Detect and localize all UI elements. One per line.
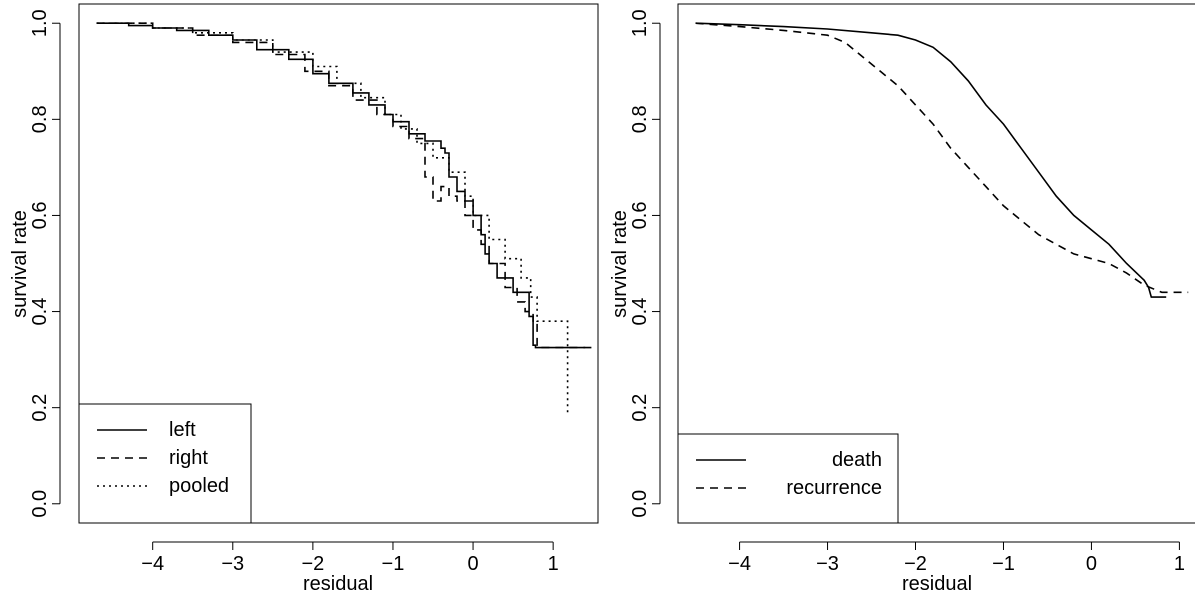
x-axis: −4 −3 −2 −1 0 1 — [728, 541, 1185, 575]
y-tick-label: 0.0 — [29, 490, 51, 518]
x-tick-label: −4 — [141, 553, 164, 575]
plot-frame — [78, 3, 599, 524]
left-panel: 0.0 0.2 0.4 0.6 0.8 1.0 −4 −3 −2 −1 0 1 survival r… — [9, 3, 599, 595]
right-panel: 0.0 0.2 0.4 0.6 0.8 1.0 −4 −3 −2 −1 0 1 survival r… — [609, 3, 1195, 595]
y-tick-label: 0.0 — [629, 490, 651, 518]
y-tick-label: 1.0 — [629, 9, 651, 37]
x-tick-label: −2 — [301, 553, 324, 575]
series-pooled-line — [96, 22, 569, 413]
y-axis: 0.0 0.2 0.4 0.6 0.8 1.0 — [29, 9, 61, 518]
y-tick-label: 0.6 — [629, 202, 651, 230]
y-axis-label: survival rate — [609, 210, 631, 318]
legend-box — [677, 433, 899, 524]
legend-label-right: right — [169, 447, 208, 469]
x-axis-label: residual — [902, 573, 972, 595]
y-tick-label: 0.8 — [629, 105, 651, 133]
legend-box — [78, 403, 252, 524]
series-right-line — [96, 22, 594, 349]
y-axis-label: survival rate — [9, 210, 31, 318]
series-left-line — [96, 22, 586, 349]
x-axis-label: residual — [303, 573, 373, 595]
y-tick-label: 0.6 — [29, 202, 51, 230]
series-layer — [695, 22, 1189, 298]
x-tick-label: −1 — [992, 553, 1015, 575]
x-axis: −4 −3 −2 −1 0 1 — [141, 541, 559, 575]
legend: death recurrence — [677, 433, 899, 524]
y-axis: 0.0 0.2 0.4 0.6 0.8 1.0 — [629, 9, 661, 518]
y-tick-label: 0.4 — [29, 298, 51, 326]
legend-label-left: left — [169, 419, 196, 441]
y-tick-label: 1.0 — [29, 9, 51, 37]
x-tick-label: 0 — [467, 553, 478, 575]
y-tick-label: 0.8 — [29, 105, 51, 133]
y-tick-label: 0.2 — [629, 394, 651, 422]
series-death-line — [695, 22, 1167, 298]
series-layer — [96, 22, 594, 413]
series-recurrence-line — [695, 22, 1189, 294]
x-tick-label: −1 — [382, 553, 405, 575]
plot-frame — [677, 3, 1195, 524]
x-tick-label: −3 — [816, 553, 839, 575]
x-tick-label: 0 — [1086, 553, 1097, 575]
y-tick-label: 0.2 — [29, 394, 51, 422]
x-tick-label: −4 — [728, 553, 751, 575]
legend-label-recurrence: recurrence — [786, 477, 882, 499]
legend: left right pooled — [78, 403, 252, 524]
x-tick-label: −2 — [904, 553, 927, 575]
x-tick-label: −3 — [221, 553, 244, 575]
y-tick-label: 0.4 — [629, 298, 651, 326]
x-tick-label: 1 — [548, 553, 559, 575]
legend-label-pooled: pooled — [169, 475, 229, 497]
x-tick-label: 1 — [1174, 553, 1185, 575]
legend-label-death: death — [832, 449, 882, 471]
